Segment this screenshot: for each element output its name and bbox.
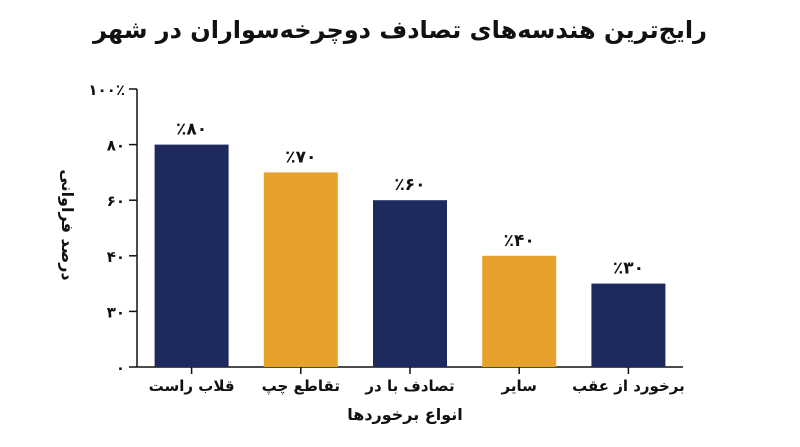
x-tick-label: تقاطع چپ (262, 377, 340, 396)
bars (154, 144, 666, 367)
y-tick-label: ۰ (116, 359, 125, 377)
x-tick-label: سایر (501, 377, 537, 395)
bar (154, 144, 229, 367)
y-tick-label: ۸۰ (107, 137, 125, 155)
x-tick-label: قلاب راست (149, 377, 235, 395)
y-tick-label: ۱۰۰٪ (88, 81, 125, 99)
x-tick-label: تصادف با در (364, 377, 454, 395)
y-tick-label: ۳۰ (107, 303, 125, 321)
bar-value-label: ٪۳۰ (613, 259, 644, 279)
y-tick-label: ۴۰ (107, 248, 125, 266)
y-tick-label: ۶۰ (107, 192, 125, 210)
bar (373, 200, 447, 367)
bar-value-label: ٪۷۰ (285, 147, 316, 167)
x-axis-label: انواع برخوردها (347, 405, 463, 424)
bar (591, 283, 666, 367)
x-tick-label: برخورد از عقب (572, 377, 685, 395)
bar (263, 172, 338, 367)
bar-value-label: ٪۶۰ (394, 175, 425, 195)
bar (482, 255, 557, 367)
chart-title: رایج‌ترین هندسه‌های تصادف دوچرخه‌سواران … (93, 16, 707, 44)
bar-value-label: ٪۴۰ (504, 231, 535, 251)
bar-value-label: ٪۸۰ (176, 120, 207, 140)
y-axis-label: درصد فراوانی (58, 169, 77, 280)
labels: ٪۸۰ قلاب راست ٪۷۰ تقاطع چپ ٪۶۰ تصادف با در ٪۴۰… (149, 120, 685, 396)
